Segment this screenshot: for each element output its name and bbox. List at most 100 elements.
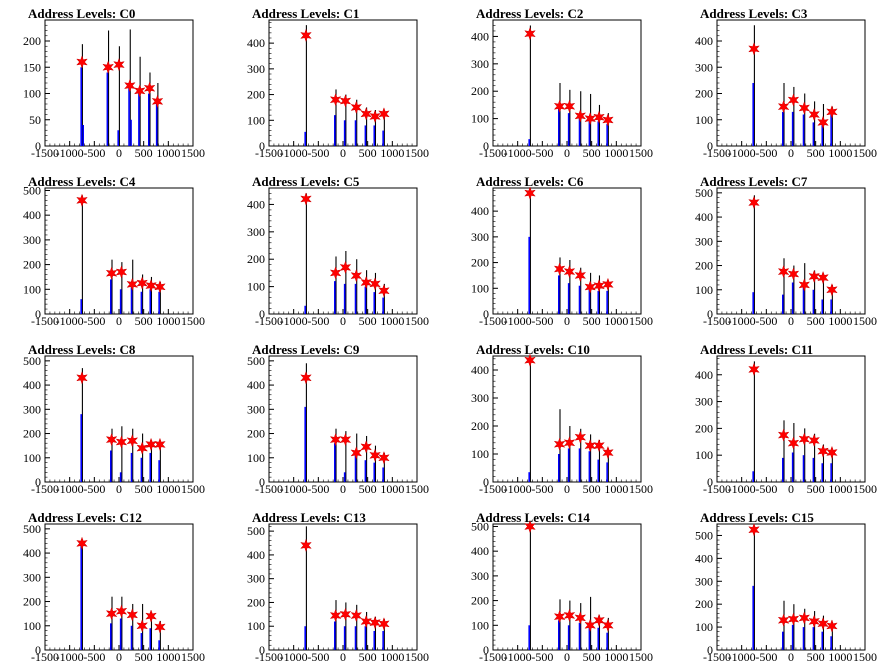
- x-tick-label: -1500: [703, 482, 731, 496]
- panel-title: Address Levels: C4: [28, 174, 136, 189]
- star-marker-icon: [154, 620, 166, 634]
- star-marker-icon: [378, 107, 390, 121]
- plot-frame: [492, 187, 642, 315]
- plot-frame: [44, 355, 194, 483]
- star-marker-icon: [369, 277, 381, 291]
- x-tick-label: 0: [340, 482, 346, 496]
- x-tick-label: 1000: [604, 650, 628, 664]
- x-tick-label: 500: [807, 146, 825, 160]
- star-marker-icon: [748, 195, 760, 210]
- panel-title: Address Levels: C11: [700, 342, 814, 357]
- panel-title: Address Levels: C13: [252, 510, 366, 525]
- y-tick-label: 200: [695, 87, 713, 101]
- star-marker-icon: [826, 105, 838, 119]
- x-tick-label: 500: [583, 314, 601, 328]
- panel-title: Address Levels: C6: [476, 174, 584, 189]
- x-tick-label: -500: [531, 146, 553, 160]
- panel-title: Address Levels: C5: [252, 174, 360, 189]
- y-tick-label: 100: [247, 280, 265, 294]
- x-tick-label: -1000: [280, 650, 308, 664]
- x-tick-label: 1000: [156, 146, 180, 160]
- star-marker-icon: [826, 283, 838, 297]
- plot-frame: [44, 187, 194, 315]
- star-marker-icon: [350, 100, 363, 115]
- y-tick-label: 100: [695, 283, 713, 297]
- histogram-plot: 0 100 200 300 400 -1500-1000 -500 0 500 1000 1500: [695, 19, 877, 160]
- star-marker-icon: [105, 266, 118, 281]
- histogram-panel: 0 100 200 300 400 -1500 -1000 -500 0 500 1000 1500 A…: [448, 336, 672, 504]
- x-tick-label: -1500: [703, 314, 731, 328]
- star-marker-icon: [602, 618, 614, 633]
- star-marker-icon: [76, 55, 88, 69]
- y-tick-label: 100: [695, 620, 713, 634]
- star-marker-icon: [350, 608, 363, 623]
- star-marker-icon: [151, 94, 164, 109]
- y-tick-label: 50: [29, 113, 41, 127]
- y-tick-label: 500: [247, 354, 265, 368]
- x-tick-label: 1000: [380, 314, 404, 328]
- y-tick-label: 400: [471, 363, 489, 377]
- x-tick-label: -1500: [703, 650, 731, 664]
- star-marker-icon: [563, 99, 576, 114]
- x-tick-label: -1000: [280, 146, 308, 160]
- x-tick-label: -1500: [255, 146, 283, 160]
- y-tick-label: 500: [23, 183, 41, 197]
- star-marker-icon: [378, 617, 390, 631]
- x-tick-label: -500: [307, 146, 329, 160]
- star-marker-icon: [524, 353, 536, 367]
- star-marker-icon: [808, 269, 821, 284]
- star-marker-icon: [145, 609, 157, 623]
- histogram-panel: 0 100 200 300 400 -1500 -1000 -500 0 500 1000 1500 A…: [672, 336, 896, 504]
- plot-frame: [492, 355, 642, 483]
- star-marker-icon: [593, 438, 605, 453]
- x-tick-label: 1500: [853, 146, 877, 160]
- x-tick-label: 1500: [629, 146, 653, 160]
- star-marker-icon: [553, 262, 566, 276]
- x-tick-label: 500: [583, 650, 601, 664]
- panel-title: Address Levels: C10: [476, 342, 590, 357]
- star-marker-icon: [300, 538, 312, 553]
- x-tick-label: -500: [531, 650, 553, 664]
- x-tick-label: -500: [755, 314, 777, 328]
- x-tick-label: -1500: [31, 650, 59, 664]
- x-tick-label: -1000: [280, 314, 308, 328]
- histogram-plot: 0 100 200 300 400 -1500-1000 -500 0 500 1000 1500: [471, 19, 653, 160]
- x-tick-label: 1500: [405, 314, 429, 328]
- y-tick-label: 100: [247, 619, 265, 633]
- y-tick-label: 300: [695, 395, 713, 409]
- star-marker-icon: [553, 99, 566, 114]
- x-tick-label: 1000: [828, 482, 852, 496]
- star-marker-icon: [787, 612, 800, 626]
- star-marker-icon: [593, 613, 605, 628]
- x-tick-label: 0: [116, 482, 122, 496]
- x-tick-label: -500: [307, 482, 329, 496]
- x-tick-label: -1000: [56, 146, 84, 160]
- x-tick-label: 1000: [380, 650, 404, 664]
- histogram-panel: 0 50 100 150 200 -1500 -1000 -500 0 500 1000 1500 Ad…: [0, 0, 224, 168]
- star-marker-icon: [798, 101, 811, 115]
- star-marker-icon: [602, 277, 614, 292]
- x-tick-label: 1000: [156, 650, 180, 664]
- y-tick-label: 400: [247, 378, 265, 392]
- y-tick-label: 200: [695, 421, 713, 435]
- star-marker-icon: [339, 260, 352, 275]
- x-tick-label: 500: [807, 314, 825, 328]
- star-marker-icon: [798, 611, 811, 625]
- y-tick-label: 400: [695, 210, 713, 224]
- y-tick-label: 400: [23, 378, 41, 392]
- x-tick-label: -500: [307, 314, 329, 328]
- x-tick-label: -1500: [479, 482, 507, 496]
- x-tick-label: -500: [755, 482, 777, 496]
- y-tick-label: 200: [247, 252, 265, 266]
- star-marker-icon: [360, 440, 373, 454]
- star-marker-icon: [145, 278, 157, 293]
- x-tick-label: 1500: [629, 650, 653, 664]
- y-tick-label: 0: [35, 475, 41, 489]
- y-tick-label: 0: [707, 307, 713, 321]
- y-tick-label: 100: [471, 281, 489, 295]
- y-tick-label: 200: [471, 419, 489, 433]
- x-tick-label: -1500: [31, 482, 59, 496]
- star-marker-icon: [748, 362, 760, 377]
- star-marker-icon: [360, 107, 373, 121]
